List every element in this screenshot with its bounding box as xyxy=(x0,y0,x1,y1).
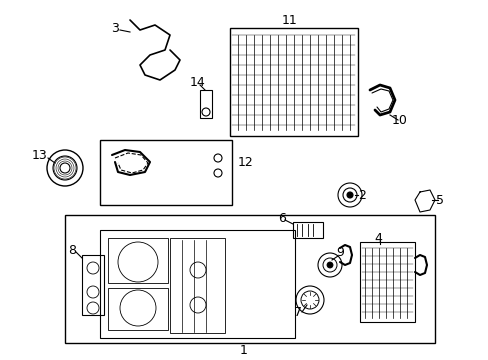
Text: 1: 1 xyxy=(240,343,247,356)
Bar xyxy=(82,255,104,315)
Text: 9: 9 xyxy=(335,247,343,260)
Text: 12: 12 xyxy=(238,156,253,168)
Text: 6: 6 xyxy=(278,212,285,225)
Text: 13: 13 xyxy=(32,149,48,162)
Text: 5: 5 xyxy=(435,194,443,207)
Bar xyxy=(170,238,224,333)
Bar xyxy=(100,140,231,205)
Circle shape xyxy=(346,192,352,198)
Bar xyxy=(359,242,414,322)
Bar xyxy=(108,288,168,330)
Text: 11: 11 xyxy=(282,14,297,27)
Text: 7: 7 xyxy=(293,306,302,320)
Text: 2: 2 xyxy=(357,189,365,202)
Bar xyxy=(65,215,434,343)
Text: 14: 14 xyxy=(190,76,205,89)
Bar xyxy=(292,222,323,238)
Text: 10: 10 xyxy=(391,113,407,126)
Text: 4: 4 xyxy=(373,231,381,244)
Text: 3: 3 xyxy=(111,22,119,35)
Bar xyxy=(100,230,294,338)
Bar xyxy=(229,28,357,136)
Bar xyxy=(200,90,212,118)
Bar xyxy=(108,238,168,283)
Circle shape xyxy=(326,262,332,268)
Text: 8: 8 xyxy=(68,243,76,256)
